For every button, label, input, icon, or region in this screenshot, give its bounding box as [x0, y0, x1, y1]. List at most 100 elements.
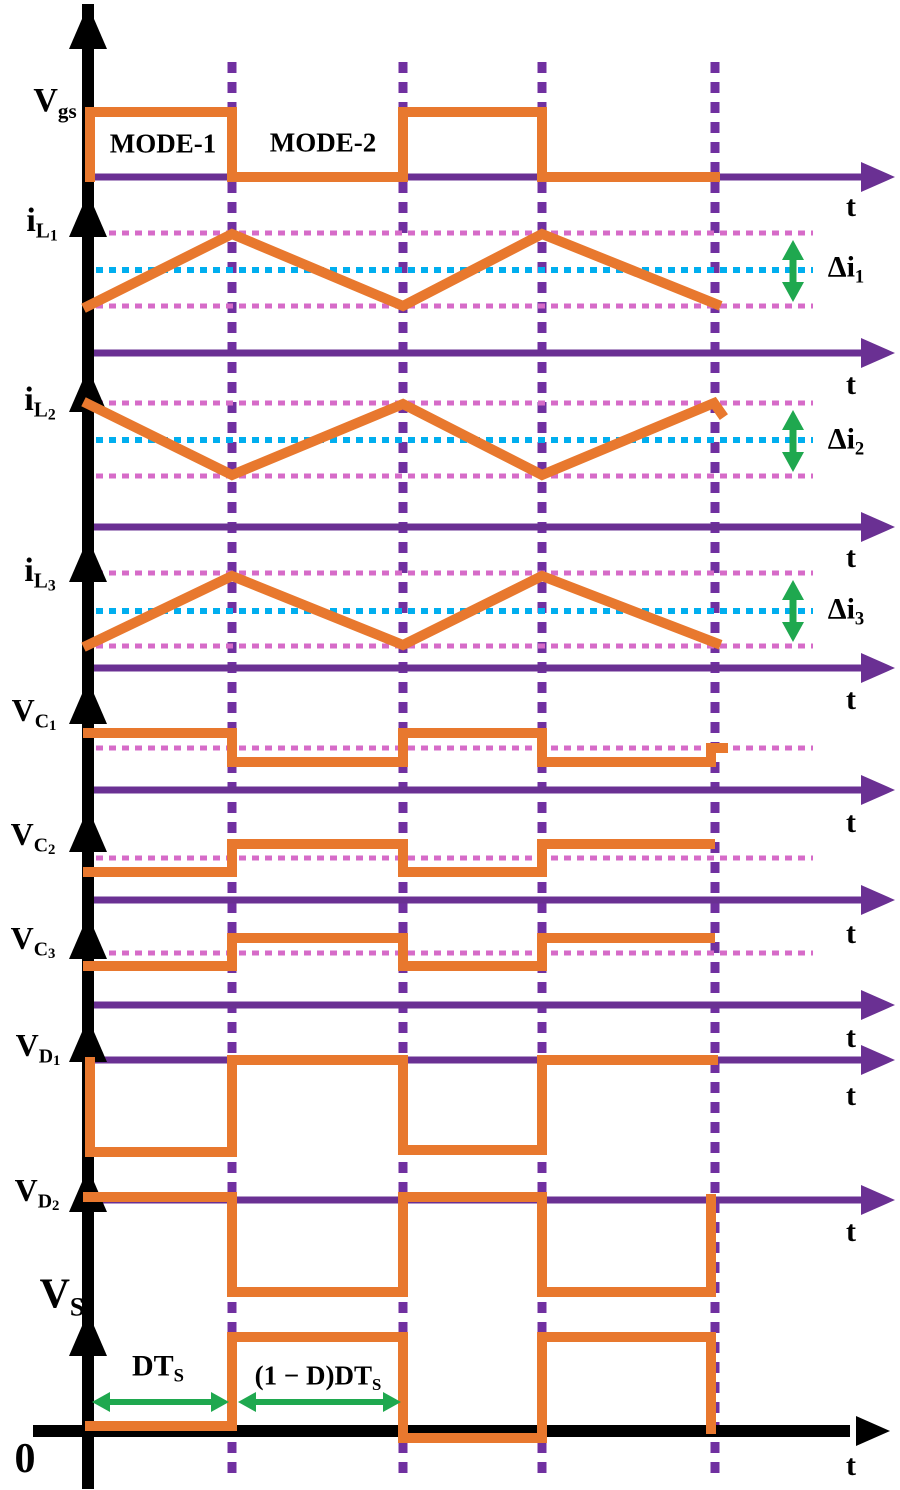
- waveform-vs: [85, 1332, 716, 1443]
- signal-label-vd2-part: 2: [52, 1198, 60, 1215]
- signal-axis-arrowhead: [69, 538, 107, 582]
- signal-label-vc2-part: V: [10, 816, 34, 853]
- interval-label-1-part: S: [173, 1365, 185, 1387]
- ripple-arrow-down-head: [782, 622, 804, 642]
- signal-label-vc2: VC2: [11, 818, 56, 858]
- time-axis-arrowhead: [861, 512, 895, 542]
- signal-label-il2-part: 2: [47, 406, 56, 424]
- signal-label-vc2-part: C: [33, 834, 49, 857]
- signal-label-vd1: VD1: [16, 1029, 61, 1069]
- signal-label-il2: iL2: [24, 382, 56, 424]
- origin-label: 0: [14, 1436, 36, 1482]
- signal-label-vd1-part: V: [15, 1027, 39, 1064]
- signal-axis-arrowhead: [69, 368, 107, 412]
- signal-axis-arrowhead: [69, 808, 107, 852]
- signal-label-il1-part: i: [26, 201, 36, 239]
- signal-label-il3-part: L: [33, 568, 48, 593]
- signal-label-vgs-part: V: [33, 82, 58, 120]
- signal-label-il3-part: i: [24, 551, 34, 589]
- signal-label-vd1-part: 1: [53, 1053, 61, 1070]
- ripple-label-il2-part: 2: [854, 438, 865, 460]
- time-axis-label-vs: t: [846, 1449, 856, 1482]
- signal-label-vgs: Vgs: [33, 84, 76, 122]
- signal-axis-arrowhead: [69, 1312, 107, 1356]
- waveform-il1: [81, 228, 723, 313]
- time-axis-arrowhead: [861, 1045, 895, 1075]
- ripple-label-il3-part: Δi: [827, 592, 855, 626]
- signal-label-vd2-part: D: [37, 1190, 53, 1213]
- time-axis-label-vgs: t: [846, 190, 856, 223]
- time-axis-arrowhead: [861, 775, 895, 805]
- signal-label-vs: VS: [40, 1273, 85, 1320]
- waveform-vc3: [83, 933, 715, 971]
- ripple-arrow-down-head: [782, 282, 804, 302]
- ripple-label-il1-part: Δi: [827, 250, 855, 284]
- time-axis-label-vd1: t: [846, 1079, 856, 1112]
- signal-label-vc3-part: 3: [48, 946, 56, 963]
- waveform-vd2: [83, 1192, 716, 1297]
- signal-label-vd2-part: V: [14, 1172, 38, 1209]
- interval-label-2-part: S: [372, 1374, 382, 1394]
- signal-label-vc3: VC3: [11, 922, 56, 962]
- ripple-label-il2: Δi2: [827, 422, 865, 460]
- time-axis-label-il3: t: [846, 683, 856, 716]
- ripple-label-il3: Δi3: [827, 592, 865, 630]
- signal-label-il3: iL3: [24, 551, 56, 595]
- signal-label-il1-part: L: [35, 218, 50, 243]
- ripple-label-il1-part: 1: [854, 266, 865, 288]
- signal-label-vs-part: S: [69, 1292, 85, 1322]
- signal-label-vc1-part: V: [11, 692, 35, 729]
- interval-arrow-right-head: [383, 1392, 401, 1412]
- signal-label-vc1-part: 1: [49, 718, 57, 735]
- signal-axis-arrowhead: [69, 1018, 107, 1062]
- signal-label-vc1: VC1: [12, 694, 57, 734]
- time-axis-arrowhead: [861, 885, 895, 915]
- waveform-il3: [81, 570, 723, 652]
- time-axis-arrowhead: [856, 1416, 890, 1446]
- waveform-vgs: [85, 107, 720, 182]
- time-axis-arrowhead: [861, 990, 895, 1020]
- ripple-arrow-up-head: [782, 410, 804, 430]
- interval-label-1: DTS: [131, 1349, 185, 1387]
- waveform-vc1: [83, 728, 728, 767]
- signal-axis-arrowhead: [69, 1168, 107, 1212]
- signal-axis-arrowhead: [69, 193, 107, 237]
- ripple-label-il2-part: Δi: [827, 422, 855, 456]
- signal-axis-arrowhead: [69, 680, 107, 724]
- signal-label-vgs-part: gs: [57, 98, 77, 123]
- time-axis-arrowhead: [861, 653, 895, 683]
- time-axis-label-il1: t: [846, 368, 856, 401]
- waveform-il2: [81, 396, 728, 481]
- time-axis-label-vc1: t: [846, 806, 856, 839]
- signal-label-il1-part: 1: [49, 227, 58, 245]
- interval-arrow-left-head: [238, 1392, 256, 1412]
- ripple-arrow-up-head: [782, 580, 804, 600]
- interval-label-2-part: (1 − D)DT: [254, 1360, 373, 1391]
- interval-arrow-left-head: [92, 1392, 110, 1412]
- mode-label-1: MODE-1: [109, 128, 217, 159]
- ripple-arrow-down-head: [782, 452, 804, 472]
- time-axis-arrowhead: [861, 1185, 895, 1215]
- time-axis-arrowhead: [861, 162, 895, 192]
- signal-label-vs-part: V: [39, 1271, 70, 1318]
- time-axis-label-vc2: t: [846, 917, 856, 950]
- signal-label-il2-part: L: [33, 397, 48, 422]
- signal-label-vc3-part: C: [33, 938, 49, 961]
- signal-axis-arrowhead: [69, 5, 107, 49]
- signal-label-vc1-part: C: [34, 710, 50, 733]
- mode-label-2: MODE-2: [269, 127, 377, 158]
- time-axis-label-vd2: t: [846, 1215, 856, 1248]
- signal-label-vd2: VD2: [15, 1174, 60, 1214]
- ripple-label-il1: Δi1: [827, 250, 865, 288]
- interval-label-1-part: DT: [131, 1349, 174, 1383]
- ripple-label-il3-part: 3: [854, 608, 865, 630]
- signal-label-il1: iL1: [26, 201, 58, 245]
- signal-label-vd1-part: D: [38, 1045, 54, 1068]
- waveform-vc2: [83, 839, 715, 877]
- time-axis-arrowhead: [861, 338, 895, 368]
- signal-label-vc2-part: 2: [48, 842, 56, 859]
- signal-label-il3-part: 3: [47, 577, 56, 595]
- ripple-arrow-up-head: [782, 240, 804, 260]
